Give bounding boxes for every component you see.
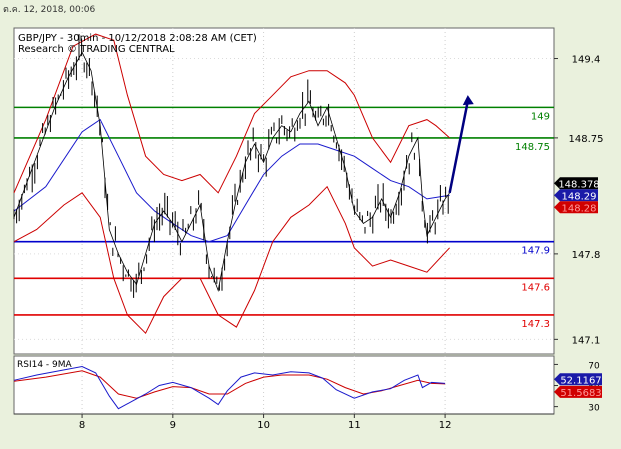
y-tick-label: 147.1	[572, 335, 601, 346]
main-y-ticks: 149.4 148.75 147.8 147.1	[554, 55, 604, 346]
moving-average	[13, 118, 450, 243]
rsi-y-tick-label: 70	[588, 361, 600, 371]
bollinger-bands	[13, 33, 450, 335]
price-tag-bg	[554, 177, 598, 190]
main-panel	[13, 27, 555, 355]
x-tick-label: 12	[439, 420, 452, 431]
ma-line	[13, 118, 450, 243]
rsi-tag-bg	[554, 373, 602, 386]
horizontal-levels: 149 148.75 147.9 147.6 147.3	[14, 106, 554, 330]
x-tick-label: 10	[257, 420, 270, 431]
main-grid	[14, 28, 554, 414]
price-tag-label: 148.28	[562, 203, 597, 214]
level-label: 147.9	[521, 246, 550, 257]
rsi-label: RSI14 - 9MA	[17, 360, 73, 370]
rsi-lines	[13, 365, 446, 410]
rsi-tag-bg	[554, 385, 602, 398]
rsi-tag-label: 51.5683	[560, 388, 601, 399]
price-bars	[13, 34, 450, 298]
price-line	[13, 51, 450, 292]
arrow-shaft	[448, 100, 470, 194]
y-tick-label: 149.4	[572, 55, 601, 66]
chart-title: GBP/JPY - 30min - 10/12/2018 2:08:28 AM …	[18, 33, 257, 44]
price-tag-label: 148.378	[558, 179, 599, 190]
band-upper-line	[13, 33, 450, 194]
price-tag-label: 148.29	[562, 191, 597, 202]
rsi-tag-label: 52.1167	[560, 375, 601, 386]
forecast-arrow	[448, 95, 474, 194]
arrow-head	[462, 95, 474, 106]
price-tag-bg	[554, 189, 598, 202]
x-tick-label: 8	[79, 420, 85, 431]
level-label: 147.6	[521, 282, 550, 293]
y-tick-label: 147.8	[572, 250, 601, 261]
x-tick-label: 11	[348, 420, 361, 431]
chart-subtitle: Research © TRADING CENTRAL	[18, 44, 175, 55]
timestamp-label: ต.ค. 12, 2018, 00:06	[3, 5, 96, 15]
rsi-panel	[13, 355, 555, 415]
band-lower-line	[13, 185, 450, 335]
price-tag-bg	[554, 201, 598, 214]
rsi-line	[13, 365, 446, 410]
rsi-y-tick-label: 30	[588, 404, 600, 414]
level-label: 149	[531, 111, 550, 122]
x-ticks: 8 9 10 11 12	[79, 414, 452, 431]
x-tick-label: 9	[170, 420, 176, 431]
y-tick-label: 148.75	[569, 134, 604, 145]
level-label: 147.3	[521, 319, 550, 330]
level-label: 148.75	[515, 142, 550, 153]
